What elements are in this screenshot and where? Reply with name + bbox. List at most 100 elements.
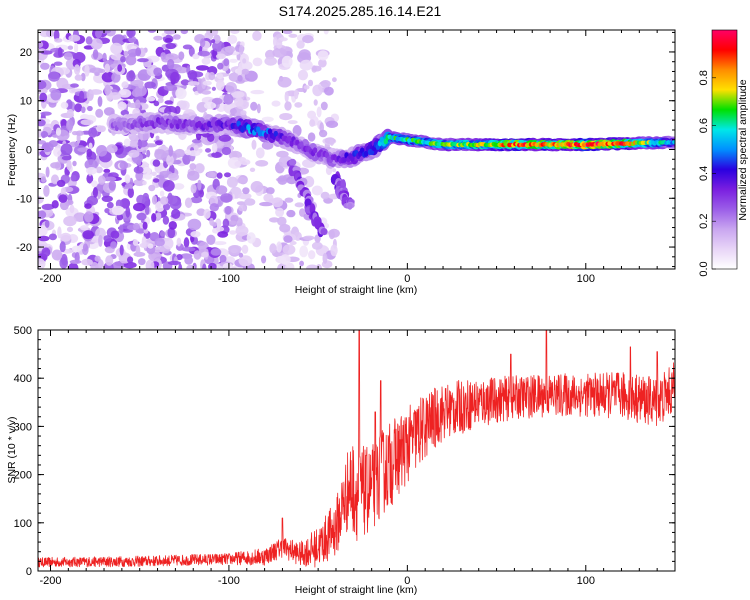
noise-blob (135, 47, 142, 57)
noise-blob (117, 101, 127, 110)
noise-blob (38, 258, 46, 269)
noise-blob (164, 53, 179, 61)
noise-blob (186, 264, 196, 269)
noise-blob (207, 133, 215, 142)
noise-blob (284, 197, 294, 203)
noise-blob (240, 110, 247, 116)
noise-blob (256, 103, 261, 114)
noise-blob (94, 255, 101, 262)
noise-blob (224, 172, 231, 178)
noise-blob (316, 106, 322, 118)
noise-blob (238, 255, 253, 267)
noise-blob (216, 79, 225, 91)
noise-blob (104, 63, 111, 73)
noise-blob (199, 38, 206, 48)
noise-blob (69, 204, 75, 214)
noise-blob (73, 64, 81, 75)
noise-blob (183, 237, 190, 249)
colorbar-gradient (711, 29, 738, 270)
noise-blob (268, 198, 281, 204)
noise-blob (192, 53, 200, 60)
noise-blob (92, 49, 99, 60)
noise-blob (77, 147, 90, 152)
noise-blob (104, 208, 110, 214)
noise-blob (68, 34, 81, 42)
noise-blob (40, 131, 49, 138)
noise-blob (229, 108, 237, 115)
y-tick-label: 200 (14, 470, 32, 482)
noise-blob (311, 65, 322, 72)
noise-blob (203, 101, 217, 110)
noise-blob (56, 179, 66, 187)
noise-blob (284, 91, 289, 103)
colorbar-tick-label: 0.2 (698, 214, 710, 229)
noise-blob (121, 81, 129, 89)
noise-blob (332, 77, 337, 83)
noise-blob (163, 203, 171, 211)
noise-blob (48, 71, 60, 82)
streak-blob (314, 219, 321, 229)
noise-blob (311, 185, 323, 196)
noise-blob (244, 198, 256, 206)
x-tick-label: -100 (218, 575, 240, 587)
noise-blob (320, 191, 330, 200)
noise-blob (111, 72, 121, 83)
noise-blob (51, 200, 59, 209)
noise-blob (206, 30, 219, 37)
noise-blob (54, 38, 63, 43)
noise-blob (125, 206, 131, 218)
noise-blob (229, 230, 237, 235)
noise-blob (128, 149, 140, 158)
streak-blob (320, 228, 328, 236)
noise-blob (162, 180, 175, 192)
noise-blob (90, 262, 99, 269)
noise-blob (38, 210, 47, 219)
noise-blob (277, 216, 287, 226)
noise-blob (299, 245, 309, 258)
noise-blob (288, 33, 298, 38)
noise-blob (175, 66, 188, 74)
noise-blob (269, 217, 280, 223)
noise-blob (106, 144, 118, 154)
noise-blob (241, 244, 249, 254)
noise-blob (119, 161, 127, 170)
noise-blob (51, 174, 59, 185)
noise-blob (154, 237, 165, 247)
noise-blob (294, 89, 299, 100)
noise-blob (137, 140, 148, 148)
noise-blob (269, 243, 277, 254)
noise-blob (59, 241, 66, 253)
ridge-blob (672, 139, 675, 145)
noise-blob (138, 258, 146, 266)
noise-blob (67, 45, 74, 50)
noise-blob (225, 82, 237, 93)
noise-blob (128, 139, 140, 148)
noise-blob (53, 61, 63, 66)
noise-blob (63, 52, 73, 61)
noise-blob (164, 100, 174, 105)
noise-blob (282, 30, 293, 35)
noise-blob (235, 225, 249, 236)
noise-blob (116, 214, 124, 221)
noise-blob (66, 108, 74, 119)
noise-blob (127, 187, 134, 199)
noise-blob (215, 185, 228, 195)
colorbar-tick-label: 0.8 (698, 70, 710, 85)
noise-blob (45, 166, 50, 178)
noise-blob (202, 80, 212, 86)
ridge-blob (177, 118, 182, 125)
noise-blob (239, 44, 244, 55)
noise-blob (193, 145, 199, 151)
noise-blob (184, 256, 194, 265)
spectrogram-x-ticks: -200 -100 0 100 (39, 30, 676, 285)
colorbar-tick-label: 0.4 (698, 166, 710, 181)
figure-title: S174.2025.285.16.14.E21 (279, 3, 442, 19)
noise-blob (108, 180, 117, 191)
noise-blob (189, 163, 197, 170)
noise-blob (86, 195, 99, 206)
noise-blob (142, 221, 148, 230)
spectrogram-heatmap (38, 30, 675, 269)
colorbar: 0.0 0.2 0.4 0.6 0.8 Normalized spectral ampl… (698, 29, 749, 277)
noise-blob (103, 235, 112, 242)
noise-blob (40, 50, 53, 55)
